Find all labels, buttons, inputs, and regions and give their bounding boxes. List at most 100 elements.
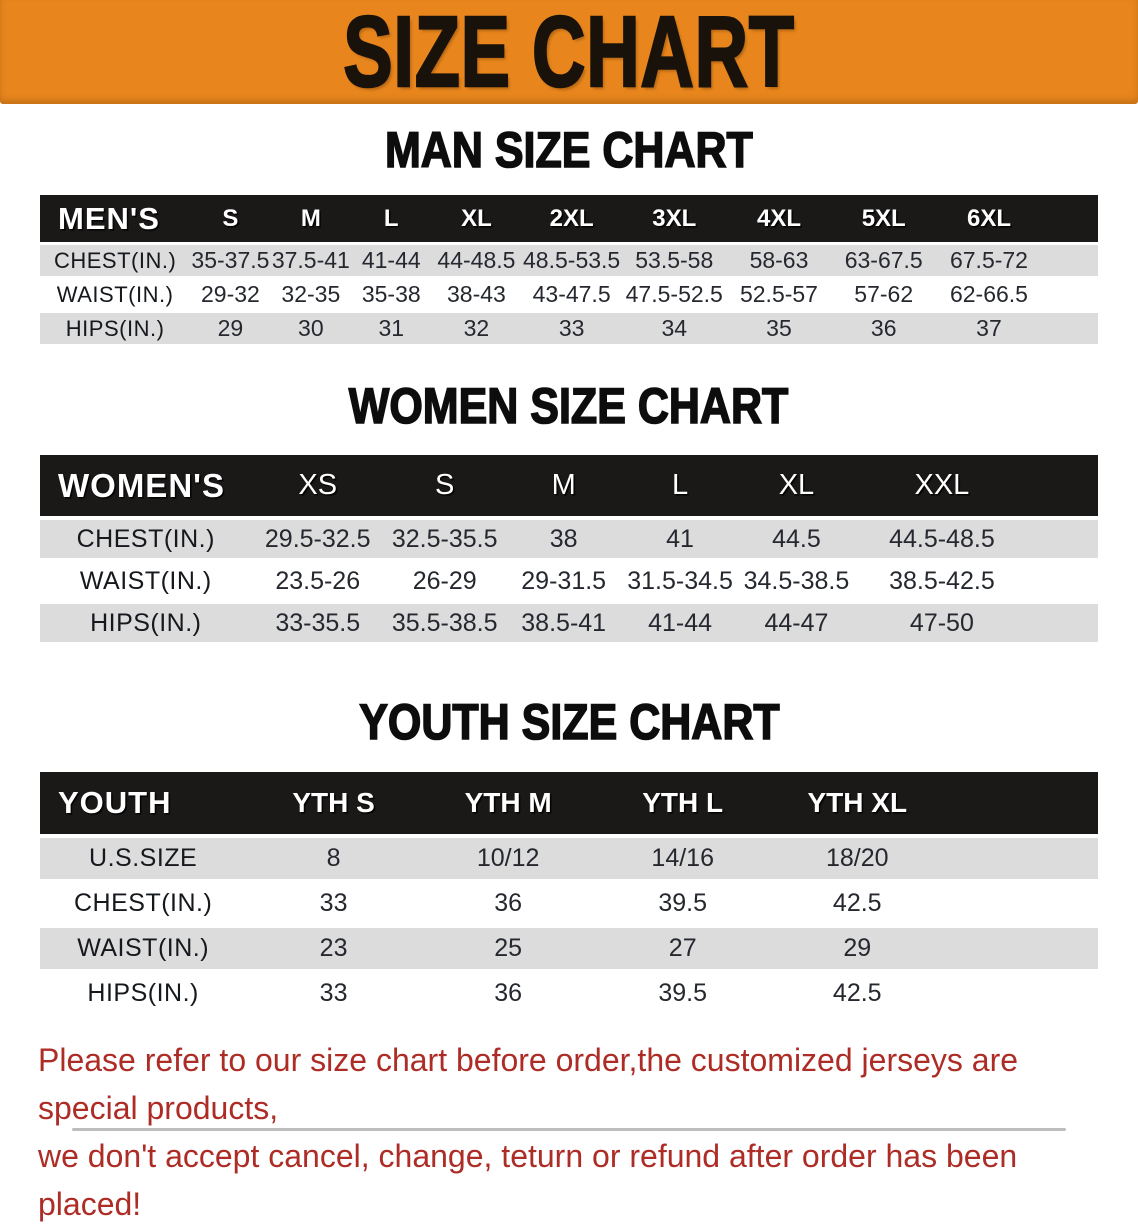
- table-row: WAIST(IN.) 23.5-26 26-29 29-31.5 31.5-34.5 34…: [40, 558, 1098, 600]
- size-value: 29-31.5: [505, 558, 622, 600]
- size-value: 23.5-26: [251, 558, 384, 600]
- size-column-header: YTH L: [595, 772, 770, 834]
- women-group-label: WOMEN'S: [40, 455, 252, 516]
- size-value: 52.5-57: [726, 276, 832, 310]
- size-value: 25: [420, 924, 596, 969]
- size-value: 38.5-41: [505, 600, 622, 642]
- size-column-header: XL: [431, 195, 522, 242]
- size-column-header: 5XL: [831, 195, 937, 242]
- size-value: 37.5-41: [270, 242, 352, 276]
- youth-section-heading: YOUTH SIZE CHART: [0, 693, 1138, 751]
- table-row: U.S.SIZE 8 10/12 14/16 18/20: [40, 834, 1098, 879]
- size-value: 10/12: [420, 834, 596, 879]
- size-value: 47.5-52.5: [621, 276, 727, 310]
- size-value: 38.5-42.5: [854, 558, 1030, 600]
- table-row: HIPS(IN.) 33 36 39.5 42.5: [40, 969, 1098, 1014]
- size-value: 23: [246, 924, 421, 969]
- size-value: 29.5-32.5: [251, 516, 384, 558]
- women-table-header-row: WOMEN'S XS S M L XL XXL: [40, 455, 1098, 516]
- size-column-header: M: [270, 195, 352, 242]
- size-value: 44-48.5: [431, 242, 522, 276]
- size-chart-banner: SIZE CHART: [0, 0, 1138, 109]
- size-value: 44.5: [738, 516, 855, 558]
- size-value: 47-50: [854, 600, 1030, 642]
- size-column-header: L: [621, 455, 739, 516]
- size-column-header: YTH XL: [769, 772, 945, 834]
- size-column-header: 3XL: [621, 195, 727, 242]
- youth-section-heading-text: YOUTH SIZE CHART: [358, 693, 780, 751]
- size-value: 41-44: [621, 600, 739, 642]
- size-value: 33: [246, 879, 421, 924]
- row-label: WAIST(IN.): [40, 558, 252, 600]
- size-column-header: M: [505, 455, 622, 516]
- size-column-header: XS: [251, 455, 384, 516]
- table-row: CHEST(IN.) 29.5-32.5 32.5-35.5 38 41 44.5 44.5…: [40, 516, 1098, 558]
- size-value: 41-44: [351, 242, 432, 276]
- banner-title: SIZE CHART: [342, 0, 795, 109]
- table-spacer: [944, 834, 1098, 879]
- table-row: WAIST(IN.) 29-32 32-35 35-38 38-43 43-47.5 47.…: [40, 276, 1098, 310]
- table-spacer: [1041, 242, 1098, 276]
- table-spacer: [1029, 455, 1098, 516]
- youth-table-header-row: YOUTH YTH S YTH M YTH L YTH XL: [40, 772, 1098, 834]
- table-spacer: [1041, 310, 1098, 344]
- table-row: HIPS(IN.) 33-35.5 35.5-38.5 38.5-41 41-44 44-…: [40, 600, 1098, 642]
- size-value: 34: [621, 310, 727, 344]
- disclaimer-note: Please refer to our size chart before or…: [38, 1036, 1124, 1228]
- disclaimer-line-1: Please refer to our size chart before or…: [38, 1042, 1019, 1126]
- size-column-header: YTH M: [420, 772, 596, 834]
- size-value: 38: [505, 516, 622, 558]
- disclaimer-line-2: we don't accept cancel, change, teturn o…: [38, 1138, 1018, 1222]
- size-value: 33: [246, 969, 421, 1014]
- size-value: 43-47.5: [521, 276, 622, 310]
- size-value: 33: [521, 310, 622, 344]
- size-value: 36: [420, 879, 596, 924]
- size-value: 42.5: [769, 879, 945, 924]
- size-value: 27: [595, 924, 770, 969]
- size-value: 32.5-35.5: [383, 516, 506, 558]
- table-row: CHEST(IN.) 33 36 39.5 42.5: [40, 879, 1098, 924]
- men-table-header-row: MEN'S S M L XL 2XL 3XL 4XL 5XL 6XL: [40, 195, 1098, 242]
- row-label: HIPS(IN.): [40, 600, 252, 642]
- size-column-header: 2XL: [521, 195, 622, 242]
- size-value: 39.5: [595, 879, 770, 924]
- size-value: 30: [270, 310, 352, 344]
- size-column-header: L: [351, 195, 432, 242]
- size-value: 39.5: [595, 969, 770, 1014]
- row-label: CHEST(IN.): [40, 516, 252, 558]
- size-column-header: S: [383, 455, 506, 516]
- size-value: 18/20: [769, 834, 945, 879]
- size-value: 8: [246, 834, 421, 879]
- size-value: 29-32: [190, 276, 271, 310]
- size-value: 44.5-48.5: [854, 516, 1030, 558]
- women-section-heading-text: WOMEN SIZE CHART: [349, 377, 790, 435]
- size-column-header: XXL: [854, 455, 1030, 516]
- table-row: CHEST(IN.) 35-37.5 37.5-41 41-44 44-48.5 48.5…: [40, 242, 1098, 276]
- size-value: 41: [621, 516, 739, 558]
- row-label: HIPS(IN.): [40, 969, 247, 1014]
- youth-size-table: YOUTH YTH S YTH M YTH L YTH XL U.S.SIZE 8 10/…: [40, 772, 1098, 1014]
- table-spacer: [944, 879, 1098, 924]
- page-bottom-edge: [72, 1128, 1066, 1131]
- size-value: 67.5-72: [936, 242, 1042, 276]
- size-column-header: 6XL: [936, 195, 1042, 242]
- size-value: 29: [769, 924, 945, 969]
- men-section-heading: MAN SIZE CHART: [0, 121, 1138, 179]
- size-value: 37: [936, 310, 1042, 344]
- size-value: 53.5-58: [621, 242, 727, 276]
- table-spacer: [1041, 276, 1098, 310]
- women-size-table: WOMEN'S XS S M L XL XXL CHEST(IN.) 29.5-32.5 32…: [40, 455, 1098, 642]
- table-spacer: [1029, 600, 1098, 642]
- table-spacer: [1041, 195, 1098, 242]
- size-column-header: XL: [738, 455, 855, 516]
- size-value: 31: [351, 310, 432, 344]
- row-label: WAIST(IN.): [40, 276, 191, 310]
- men-size-table: MEN'S S M L XL 2XL 3XL 4XL 5XL 6XL CHEST(IN.) 35-…: [40, 195, 1098, 344]
- size-value: 62-66.5: [936, 276, 1042, 310]
- size-value: 38-43: [431, 276, 522, 310]
- row-label: WAIST(IN.): [40, 924, 247, 969]
- youth-group-label: YOUTH: [40, 772, 247, 834]
- row-label: CHEST(IN.): [40, 242, 191, 276]
- size-column-header: S: [190, 195, 271, 242]
- size-value: 33-35.5: [251, 600, 384, 642]
